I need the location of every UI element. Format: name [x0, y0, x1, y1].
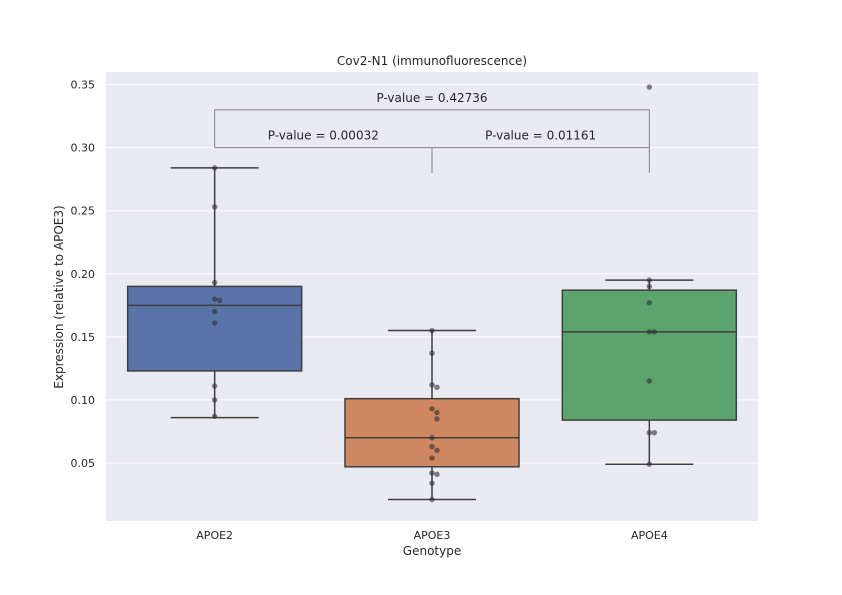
data-point — [434, 471, 440, 478]
data-point — [429, 455, 435, 461]
data-point — [434, 384, 440, 391]
data-point — [211, 413, 218, 420]
y-axis-label: Expression (relative to APOE3) — [52, 205, 66, 388]
data-point — [211, 296, 218, 302]
data-point — [211, 308, 218, 315]
data-point — [429, 480, 435, 486]
data-point — [651, 430, 658, 436]
chart-title: Cov2-N1 (immunofluorescence) — [337, 54, 527, 68]
data-point — [211, 397, 218, 403]
data-point — [434, 447, 440, 454]
data-point — [429, 327, 435, 334]
y-tick-label: 0.20 — [71, 268, 96, 281]
data-point — [646, 84, 653, 90]
data-point — [211, 320, 218, 326]
annotations-layer: P-value = 0.00032 P-value = 0.01161 P-valu… — [214, 91, 650, 173]
points-layer — [211, 84, 658, 503]
y-tick-label: 0.25 — [71, 205, 96, 218]
data-point — [429, 470, 435, 476]
data-point — [211, 279, 218, 286]
y-tick-label: 0.35 — [71, 79, 96, 92]
data-point — [646, 461, 653, 467]
p-value-label: P-value = 0.00032 — [268, 129, 379, 143]
data-point — [434, 416, 440, 422]
data-point — [429, 382, 435, 388]
data-point — [429, 406, 435, 412]
p-value-label: P-value = 0.01161 — [485, 129, 596, 143]
y-tick-label: 0.10 — [71, 394, 96, 407]
data-point — [429, 350, 435, 356]
x-axis-label: Genotype — [403, 544, 461, 558]
data-point — [646, 283, 653, 290]
data-point — [429, 443, 435, 450]
y-tick-label: 0.05 — [71, 457, 96, 470]
y-tick-label: 0.30 — [71, 142, 96, 155]
data-point — [646, 378, 653, 384]
x-tick-label: APOE3 — [414, 529, 451, 542]
p-value-label: P-value = 0.42736 — [376, 91, 487, 105]
data-point — [216, 297, 223, 303]
box-apoe4 — [561, 289, 738, 421]
y-axis-ticks: 0.05 0.10 0.15 0.20 0.25 0.30 0.35 — [71, 79, 96, 470]
data-point — [211, 204, 218, 210]
data-point — [429, 496, 435, 503]
x-tick-label: APOE2 — [196, 529, 233, 542]
data-point — [646, 430, 653, 436]
data-point — [429, 435, 435, 441]
y-tick-label: 0.15 — [71, 331, 96, 344]
x-tick-label: APOE4 — [631, 529, 668, 542]
data-point — [646, 329, 653, 335]
data-point — [211, 383, 218, 389]
x-axis-ticks: APOE2 APOE3 APOE4 — [196, 529, 667, 542]
data-point — [646, 300, 653, 306]
data-point — [646, 277, 653, 283]
data-point — [211, 165, 218, 171]
data-point — [651, 329, 658, 335]
data-point — [434, 409, 440, 416]
